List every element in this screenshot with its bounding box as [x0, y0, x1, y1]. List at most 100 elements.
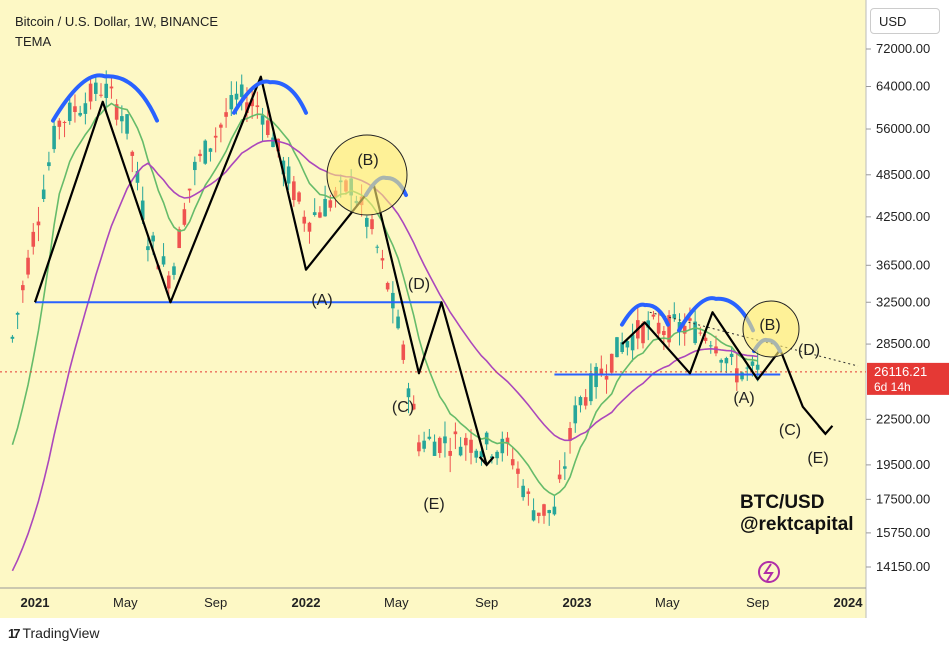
candle-body	[380, 258, 385, 261]
candles-group	[10, 70, 760, 526]
y-tick-label: 32500.00	[876, 294, 930, 309]
x-tick-label: May	[655, 595, 680, 610]
candle-body	[625, 341, 630, 348]
candle-body	[396, 316, 400, 329]
candle-body	[391, 292, 395, 309]
candle-body	[427, 436, 432, 439]
candle-body	[224, 112, 228, 117]
blue-arc-top	[51, 73, 159, 123]
candle-body	[573, 405, 578, 424]
candle-body	[36, 221, 41, 226]
y-tick-label: 72000.00	[876, 41, 930, 56]
candle-body	[547, 510, 552, 514]
candle-body	[104, 83, 109, 98]
candle-body	[130, 151, 135, 156]
candle-body	[307, 222, 312, 232]
candle-body	[78, 112, 82, 116]
y-tick-label: 48500.00	[876, 167, 930, 182]
candle-body	[589, 373, 593, 402]
candle-body	[609, 353, 614, 373]
wave-label: (D)	[408, 276, 430, 293]
candle-body	[401, 344, 406, 360]
candle-body	[302, 216, 307, 224]
wave-label: (B)	[357, 152, 378, 169]
indicator-label: TEMA	[15, 34, 52, 49]
candle-body	[495, 451, 499, 459]
candle-body	[94, 82, 98, 94]
lightning-icon	[758, 561, 780, 583]
y-tick-label: 36500.00	[876, 257, 930, 272]
candle-body	[271, 137, 275, 148]
y-tick-label: 17500.00	[876, 491, 930, 506]
candle-body	[208, 148, 213, 152]
y-tick-label: 14150.00	[876, 559, 930, 574]
btc-chart[interactable]: 72000.00 64000.00 56000.00 48500.00 42500.00…	[0, 0, 952, 618]
candle-body	[203, 140, 208, 164]
candle-body	[615, 337, 619, 358]
candle-body	[448, 450, 452, 456]
candle-body	[370, 219, 374, 230]
chart-plot-area[interactable]	[0, 0, 866, 618]
candle-body	[276, 138, 281, 152]
candle-body	[109, 86, 114, 89]
candle-body	[250, 98, 254, 107]
candle-body	[140, 200, 145, 220]
candle-body	[688, 318, 692, 321]
x-tick-label: 2021	[21, 595, 50, 610]
candle-body	[552, 506, 557, 515]
last-price-tag	[867, 362, 949, 395]
x-tick-label: 2024	[834, 595, 864, 610]
y-tick-label: 19500.00	[876, 457, 930, 472]
candle-body	[505, 437, 510, 444]
candle-body	[521, 485, 525, 498]
candle-body	[594, 366, 598, 388]
currency-button[interactable]: USD	[870, 8, 940, 34]
tradingview-text: TradingView	[22, 625, 100, 641]
candle-body	[724, 358, 729, 364]
tradingview-mark-icon: 17	[8, 625, 21, 641]
arrow-head-down	[817, 425, 834, 436]
x-tick-label: 2022	[292, 595, 321, 610]
candle-body	[651, 314, 656, 317]
x-tick-label: Sep	[746, 595, 769, 610]
candle-body	[443, 436, 447, 444]
candle-body	[406, 388, 411, 398]
y-tick-label: 42500.00	[876, 209, 930, 224]
candle-body	[166, 275, 171, 289]
candle-body	[516, 468, 520, 474]
candle-body	[229, 95, 234, 110]
candle-body	[740, 372, 744, 380]
candle-body	[422, 440, 426, 449]
candle-body	[234, 93, 239, 100]
candle-body	[500, 438, 505, 454]
candle-body	[542, 504, 546, 516]
highlight-circle	[326, 134, 408, 216]
last-price-countdown: 6d 14h	[874, 380, 911, 394]
candle-body	[83, 103, 88, 114]
candle-body	[375, 246, 380, 248]
candle-body	[662, 330, 666, 335]
highlight-circle	[742, 300, 800, 358]
candle-body	[21, 285, 25, 291]
candle-body	[526, 491, 531, 494]
candle-body	[417, 442, 421, 452]
y-tick-label: 64000.00	[876, 79, 930, 94]
candle-body	[239, 84, 244, 97]
candle-body	[464, 437, 468, 446]
pattern-zigzag-2021-2022	[33, 75, 488, 466]
x-tick-label: May	[384, 595, 409, 610]
candle-body	[135, 171, 140, 183]
candle-body	[245, 102, 249, 114]
wave-label: (A)	[311, 292, 332, 309]
candle-body	[479, 451, 484, 458]
wave-label: (E)	[807, 450, 828, 467]
candle-body	[469, 439, 473, 453]
candle-body	[458, 446, 463, 456]
candle-body	[698, 332, 703, 334]
blue-arc-top	[232, 79, 308, 115]
x-tick-label: May	[113, 595, 138, 610]
blue-arc-top	[677, 296, 755, 333]
candle-body	[437, 437, 442, 453]
candle-body	[172, 266, 176, 275]
x-tick-label: 2023	[563, 595, 592, 610]
